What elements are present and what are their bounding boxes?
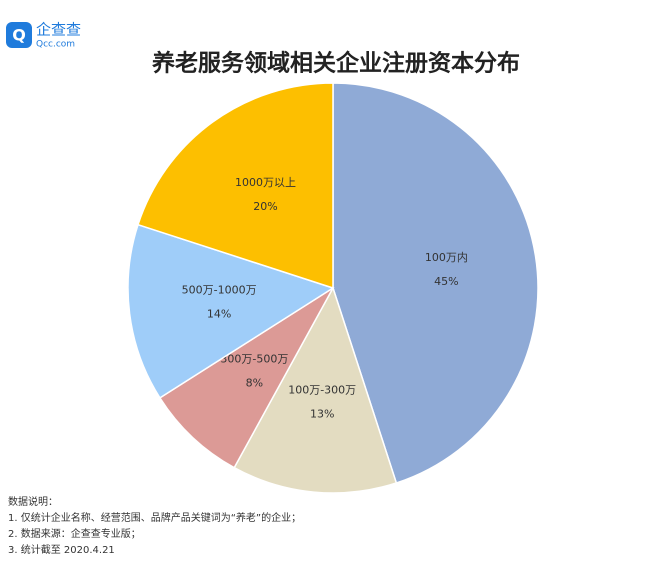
slice-label: 1000万以上 [235, 176, 296, 189]
slice-label: 500万-1000万 [182, 283, 257, 296]
value-label: 13% [310, 407, 334, 420]
value-label: 14% [207, 307, 231, 320]
pie-slice [158, 287, 334, 469]
pie-slice [233, 286, 398, 494]
notes: 数据说明： 1. 仅统计企业名称、经营范围、品牌产品关键词为“养老”的企业； 2. … [8, 495, 301, 556]
logo-site: Qcc.com [36, 40, 75, 50]
chart-title: 养老服务领域相关企业注册资本分布 [151, 50, 520, 77]
value-label: 45% [434, 275, 458, 288]
pie-slice [332, 82, 539, 484]
note: 数据说明： [8, 495, 58, 508]
note: 3. 统计截至 2020.4.21 [8, 543, 115, 556]
pie-slice [127, 223, 335, 399]
slice-label: 100万-300万 [288, 383, 356, 396]
pie: 100万内 45% 100万-300万 13% 300万-500万 8% 500万-1000… [127, 82, 539, 494]
logo-mark: Q [12, 26, 26, 45]
value-label: 20% [253, 200, 277, 213]
logo-icon [6, 22, 32, 48]
slice-label: 100万内 [425, 250, 468, 264]
slice-label: 300万-500万 [220, 353, 288, 366]
logo-name: 企查查 [36, 21, 81, 39]
value-label: 8% [246, 377, 263, 390]
note: 2. 数据来源：企查查专业版； [8, 527, 141, 540]
note: 1. 仅统计企业名称、经营范围、品牌产品关键词为“养老”的企业； [8, 511, 301, 524]
pie-slice [137, 82, 334, 290]
